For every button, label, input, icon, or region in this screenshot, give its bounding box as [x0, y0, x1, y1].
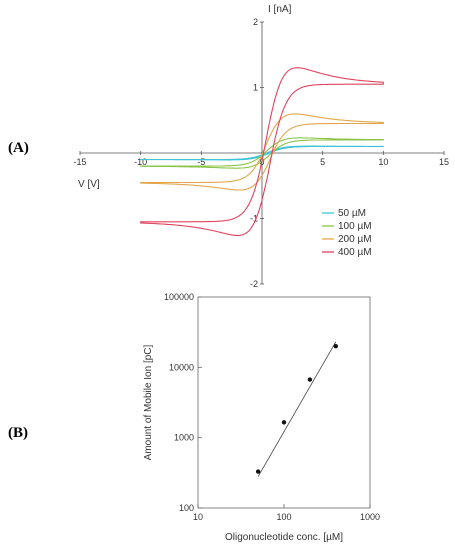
- y-axis-label: Amount of Mobile Ion [pC]: [143, 344, 154, 460]
- fit-line: [257, 341, 337, 477]
- y-tick-label: -1: [250, 214, 258, 224]
- x-tick-label: 5: [320, 157, 325, 167]
- x-tick-label: -10: [134, 157, 147, 167]
- legend-label: 400 µM: [338, 247, 372, 258]
- y-tick-label: 1000: [174, 433, 194, 443]
- data-point: [307, 377, 313, 382]
- y-tick-label: 100000: [164, 292, 194, 302]
- data-point: [255, 469, 261, 474]
- data-point: [281, 420, 287, 425]
- plot-frame: [197, 296, 371, 509]
- y-tick-label: 1: [253, 83, 258, 93]
- y-tick-label: 10000: [169, 362, 194, 372]
- panel-label-a: (A): [8, 140, 29, 156]
- cv-series-2: [140, 113, 384, 191]
- cv-series-3: [140, 67, 384, 237]
- x-tick-label: 15: [439, 157, 449, 167]
- cv-series-1: [140, 137, 384, 169]
- y-tick-label: 100: [179, 503, 194, 513]
- legend-label: 100 µM: [338, 221, 372, 232]
- x-tick-label: 10: [378, 157, 388, 167]
- y-tick-label: -2: [250, 279, 258, 289]
- x-tick-label: 10: [193, 512, 203, 522]
- legend-label: 50 µM: [338, 208, 366, 219]
- y-tick-label: 2: [253, 17, 258, 27]
- x-tick-label: -15: [73, 157, 86, 167]
- cv-series-0: [140, 145, 384, 161]
- x-axis-label: V [V]: [78, 179, 100, 190]
- y-axis-label: I [nA]: [268, 4, 292, 15]
- legend-label: 200 µM: [338, 234, 372, 245]
- panel-label-b: (B): [8, 425, 28, 441]
- data-point: [333, 343, 338, 349]
- x-tick-label: -5: [197, 157, 205, 167]
- x-axis-label: Oligonucleotide conc. [µM]: [225, 532, 343, 543]
- x-tick-label: 100: [276, 512, 291, 522]
- log-chart: 10 100 1000100100010000100000Oligonucleoti…: [143, 292, 380, 543]
- x-tick-label: 1000: [360, 512, 380, 522]
